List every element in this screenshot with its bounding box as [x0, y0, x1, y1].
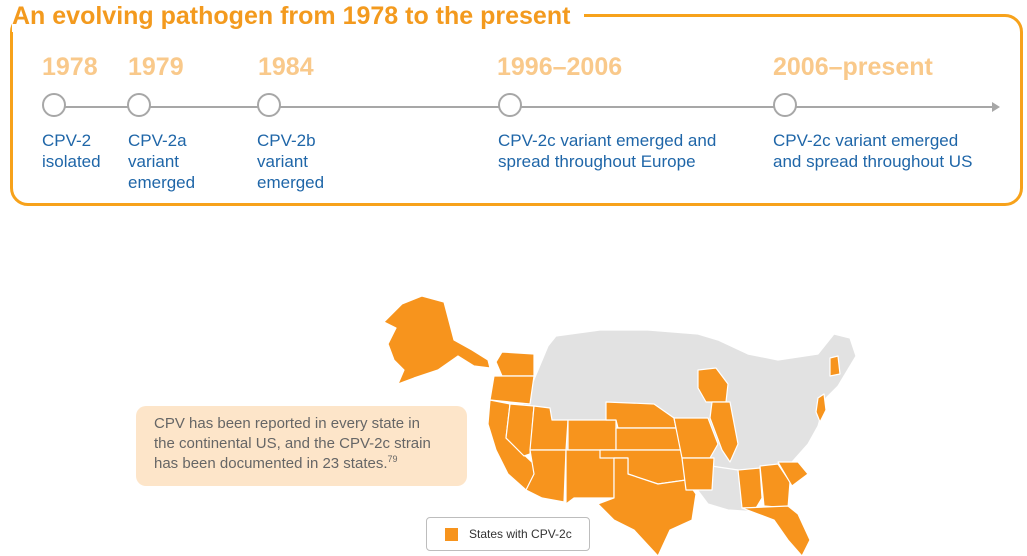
- state-new-hampshire: [829, 355, 841, 377]
- map-legend: States with CPV-2c: [426, 517, 590, 551]
- timeline-year: 1979: [128, 53, 184, 81]
- state-florida: [741, 505, 811, 556]
- state-oregon: [489, 375, 535, 405]
- timeline-description: CPV-2c variant emerged and spread through…: [498, 131, 717, 171]
- timeline-axis: [54, 106, 994, 108]
- timeline-year: 2006–present: [773, 53, 933, 81]
- timeline-arrow-icon: [992, 102, 1000, 112]
- timeline-node: [498, 93, 522, 117]
- timeline-year: 1984: [258, 53, 314, 81]
- state-alabama: [737, 467, 763, 509]
- state-illinois: [709, 401, 739, 463]
- timeline-node: [773, 93, 797, 117]
- state-alaska: [383, 295, 491, 385]
- legend-label: States with CPV-2c: [469, 527, 572, 541]
- state-washington: [495, 351, 535, 377]
- state-texas: [597, 457, 697, 556]
- state-arkansas: [681, 457, 715, 491]
- state-kansas: [615, 427, 683, 451]
- state-new-jersey: [815, 393, 827, 423]
- timeline-description: CPV-2c variant emerged and spread through…: [773, 131, 973, 171]
- timeline-node: [42, 93, 66, 117]
- page-title: An evolving pathogen from 1978 to the pr…: [12, 0, 585, 32]
- timeline-year: 1996–2006: [497, 53, 623, 81]
- us-map: [383, 295, 857, 556]
- state-colorado: [567, 419, 617, 451]
- state-nevada: [505, 403, 535, 457]
- timeline-description: CPV-2a variant emerged: [128, 131, 196, 192]
- timeline-year: 1978: [42, 53, 98, 81]
- cpv-callout: CPV has been reported in every state in …: [136, 406, 467, 486]
- timeline-description: CPV-2b variant emerged: [257, 131, 325, 192]
- timeline-node: [257, 93, 281, 117]
- state-georgia: [759, 463, 791, 509]
- legend-swatch: [445, 528, 458, 541]
- state-missouri: [673, 417, 719, 459]
- state-south-carolina: [777, 461, 809, 487]
- timeline-description: CPV-2 isolated: [42, 131, 101, 171]
- timeline-node: [127, 93, 151, 117]
